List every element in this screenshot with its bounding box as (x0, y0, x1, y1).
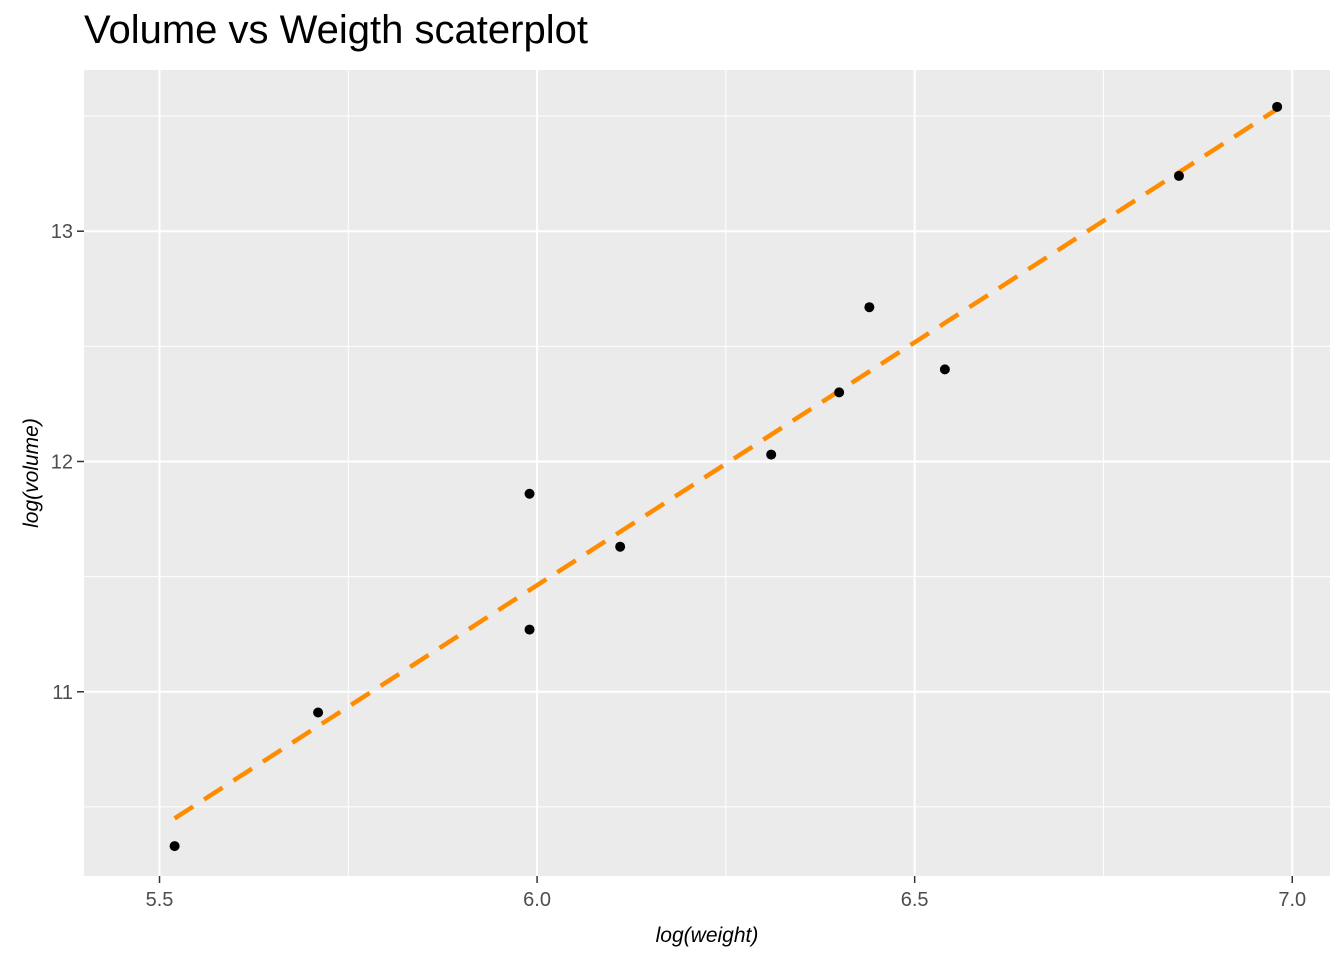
x-tick-label: 7.0 (1278, 889, 1306, 911)
grid-minor (84, 70, 1330, 876)
points-group (169, 101, 1283, 852)
data-point (1173, 170, 1184, 181)
data-point (834, 387, 845, 398)
fit-line (173, 107, 1279, 821)
x-axis-title: log(weight) (656, 924, 759, 947)
grid-major (84, 70, 1330, 876)
data-point (524, 624, 535, 635)
x-tick-label: 6.0 (523, 889, 551, 911)
data-point (939, 364, 950, 375)
y-axis-title: log(volume) (20, 418, 43, 528)
x-tick-label: 6.5 (901, 889, 929, 911)
axes-ticks: 5.5 6.0 6.5 7.0 11 12 13 (51, 221, 1306, 911)
plot-panel (84, 70, 1330, 876)
data-point (313, 707, 324, 718)
data-point (615, 541, 626, 552)
chart-title: Volume vs Weigth scaterplot (84, 8, 588, 52)
y-tick-label: 13 (51, 221, 73, 243)
x-tick-label: 5.5 (146, 889, 174, 911)
fit-line-group (173, 107, 1279, 821)
data-point (766, 449, 777, 460)
data-point (169, 841, 180, 852)
data-point (524, 488, 535, 499)
data-point (864, 302, 875, 313)
data-point (1272, 101, 1283, 112)
y-tick-label: 11 (52, 682, 73, 704)
y-tick-label: 12 (51, 451, 73, 473)
